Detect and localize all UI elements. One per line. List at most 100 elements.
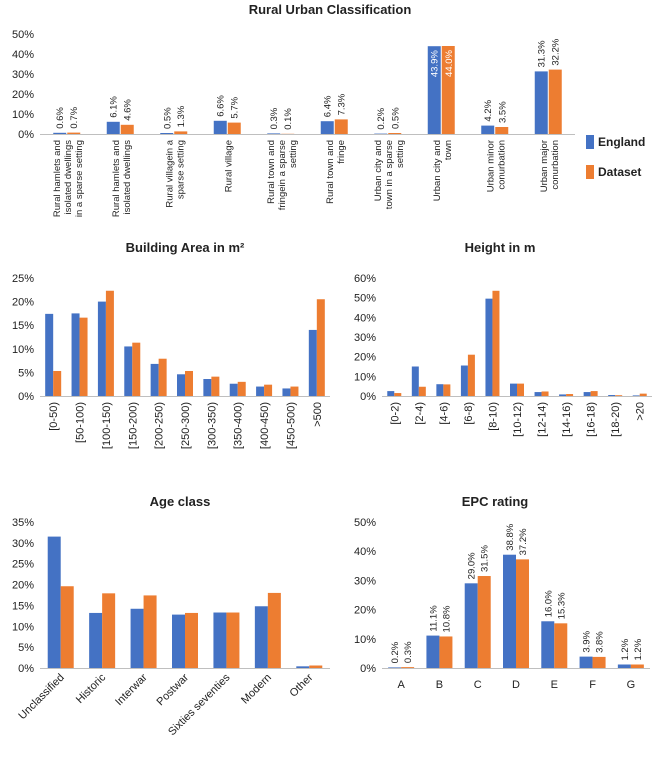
y-tick-label: 20% <box>12 580 34 592</box>
x-category-label: A <box>397 679 405 691</box>
bar-england <box>229 383 238 396</box>
bar-england <box>608 395 616 396</box>
bar-england <box>426 635 440 668</box>
bar-england <box>583 392 591 396</box>
y-tick-label: 35% <box>12 517 34 529</box>
bar-dataset <box>467 354 475 396</box>
y-tick-label: 0% <box>360 663 376 675</box>
chart-age-class: Age class 0% 5% 10% 15% 20% 25% 30% 35% Unclass… <box>12 494 330 738</box>
bar-dataset <box>290 386 299 396</box>
bar-england <box>106 121 120 134</box>
chart-epc-rating: EPC rating 0% 10% 20% 30% 40% 50% 0.2% 0.3% 11.… <box>354 494 650 691</box>
x-category-label: Unclassified <box>16 672 66 722</box>
chart-title: Age class <box>150 494 211 509</box>
data-label: 0.2% <box>390 641 401 663</box>
bar-dataset <box>60 586 74 668</box>
bar-england <box>510 383 517 396</box>
y-tick-label: 30% <box>12 538 34 550</box>
y-tick-label: 50% <box>354 517 376 529</box>
data-label: 3.8% <box>595 631 606 653</box>
bar-dataset <box>227 122 241 134</box>
bar-dataset <box>517 383 524 396</box>
data-label: 44.0% <box>444 49 455 76</box>
data-label: 0.7% <box>69 106 80 128</box>
bar-dataset <box>548 69 562 134</box>
y-tick-label: 40% <box>354 546 376 558</box>
data-label: 31.5% <box>480 545 491 572</box>
x-category-label: E <box>551 679 558 691</box>
y-tick-label: 10% <box>354 371 376 383</box>
bar-england <box>267 133 281 134</box>
bar-dataset <box>492 290 500 396</box>
bar-england <box>411 366 419 396</box>
bar-england <box>150 363 159 396</box>
x-category-label: Urban majorconurbation <box>539 140 561 192</box>
bar-dataset <box>401 667 415 668</box>
bar-dataset <box>226 612 240 668</box>
y-tick-label: 5% <box>18 367 34 379</box>
bar-dataset <box>174 131 188 134</box>
x-category-label: Historic <box>74 671 109 706</box>
y-tick-label: 50% <box>354 293 376 305</box>
chart-title: Building Area in m² <box>126 240 245 255</box>
x-category-label: [18-20) <box>610 402 622 437</box>
bar-england <box>481 125 495 134</box>
data-label: 0.5% <box>162 107 173 129</box>
y-tick-label: 20% <box>12 297 34 309</box>
x-category-label: C <box>474 679 482 691</box>
bar-england <box>124 346 133 396</box>
x-category-label: Urban city andtown in a sparsesetting <box>373 140 406 209</box>
data-label: 38.8% <box>505 523 516 550</box>
x-category-label: [0-50) <box>48 402 60 431</box>
bar-dataset <box>590 391 598 396</box>
y-tick-label: 15% <box>12 320 34 332</box>
data-label: 6.1% <box>109 96 120 118</box>
bar-england <box>541 621 555 668</box>
bar-england <box>320 121 334 134</box>
bar-dataset <box>443 384 451 396</box>
bar-dataset <box>554 623 568 668</box>
bar-england <box>534 71 548 134</box>
bar-england <box>617 664 631 668</box>
bar-england <box>436 384 444 396</box>
x-category-label: [12-14) <box>537 402 549 437</box>
chart-rural-urban: Rural Urban Classification 0% 10% 20% 30% 40… <box>12 2 645 217</box>
y-tick-label: 20% <box>354 352 376 364</box>
data-label: 0.3% <box>403 641 414 663</box>
bar-dataset <box>592 656 606 668</box>
x-category-label: [4-6) <box>438 402 450 425</box>
y-tick-label: 15% <box>12 600 34 612</box>
bar-england <box>308 329 317 396</box>
y-tick-label: 50% <box>12 29 34 41</box>
bar-dataset <box>639 393 647 396</box>
bar-dataset <box>237 381 246 396</box>
y-tick-label: 0% <box>18 391 34 403</box>
bar-dataset <box>541 391 549 396</box>
chart-title: EPC rating <box>462 494 529 509</box>
bar-england <box>130 608 144 668</box>
bar-dataset <box>67 132 81 134</box>
bar-dataset <box>143 595 157 668</box>
chart-height: Height in m 0% 10% 20% 30% 40% 50% 60% [0-2) [2… <box>354 240 652 437</box>
bar-dataset <box>102 593 116 668</box>
data-label: 1.2% <box>620 638 631 660</box>
bar-dataset <box>566 394 574 396</box>
x-category-label: [14-16) <box>561 402 573 437</box>
x-category-label: Interwar <box>113 671 150 708</box>
data-label: 6.4% <box>323 95 334 117</box>
x-category-label: [0-2) <box>389 402 401 425</box>
bar-england <box>53 132 67 134</box>
legend-label-dataset: Dataset <box>598 165 641 179</box>
bar-dataset <box>79 317 88 396</box>
bar-dataset <box>418 386 426 396</box>
x-category-label: Postwar <box>155 671 192 708</box>
bar-england <box>254 606 268 668</box>
bar-dataset <box>105 290 114 396</box>
y-tick-label: 30% <box>12 69 34 81</box>
data-label: 10.8% <box>441 605 452 632</box>
data-label: 32.2% <box>551 38 562 65</box>
bar-dataset <box>316 299 325 396</box>
bar-england <box>89 612 103 668</box>
x-category-label: D <box>512 679 520 691</box>
x-category-label: Urban city andtown <box>432 140 454 201</box>
